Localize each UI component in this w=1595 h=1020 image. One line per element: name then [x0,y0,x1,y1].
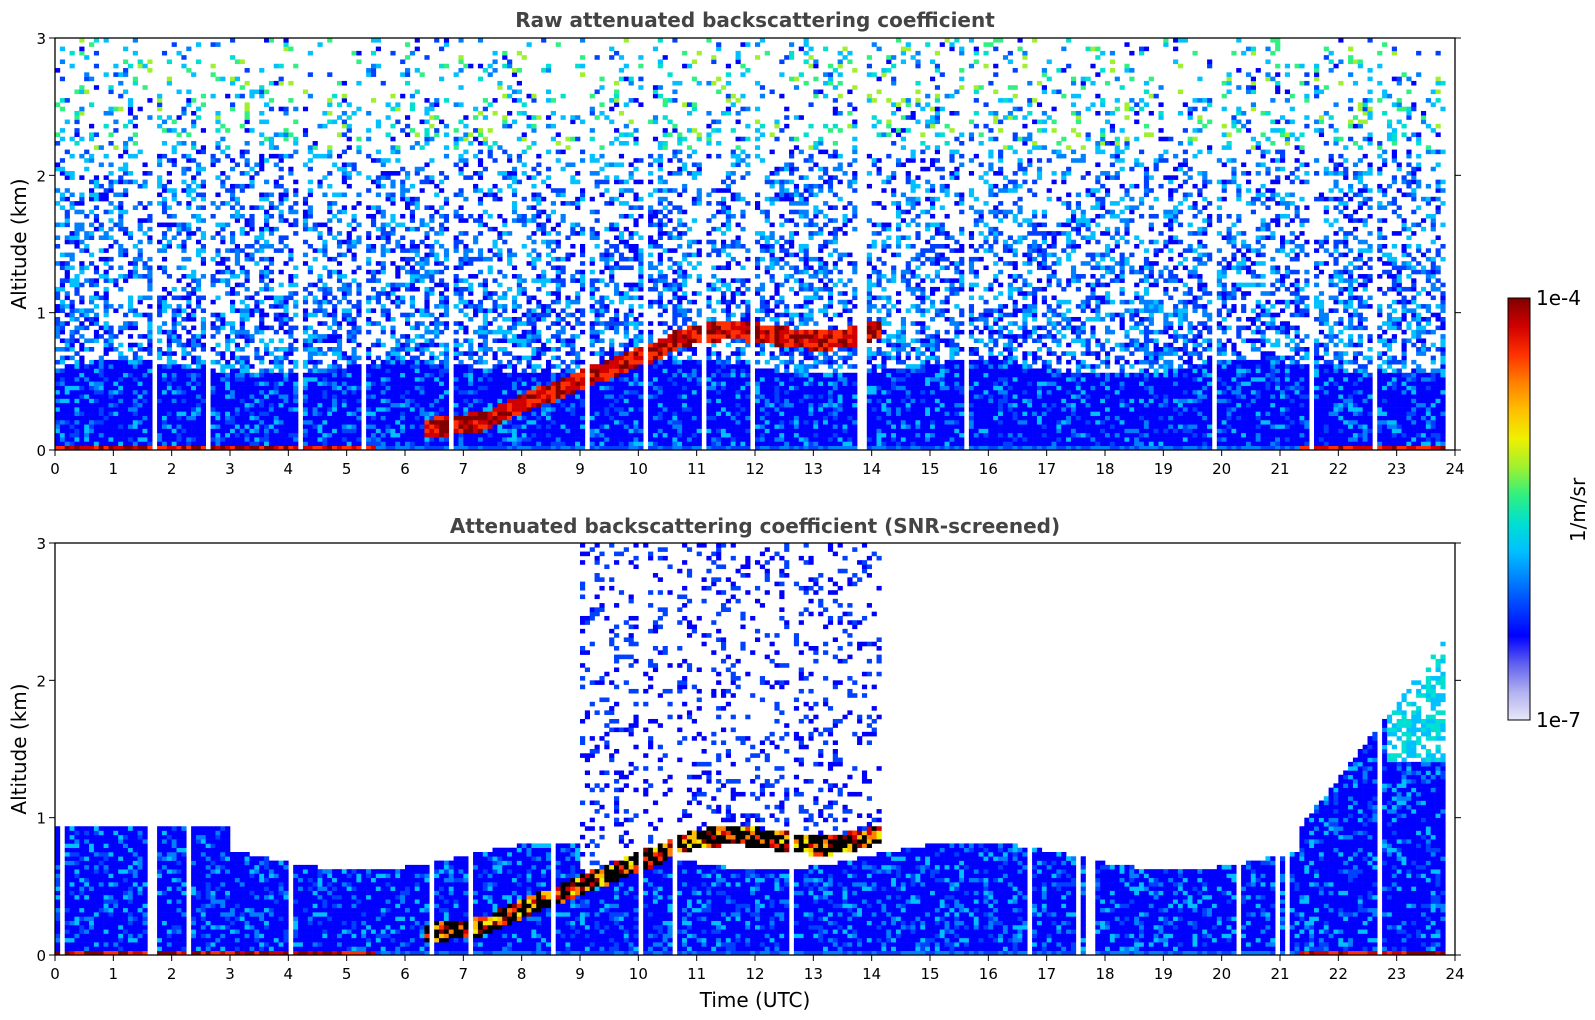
x-tick-label: 14 [862,965,881,983]
x-tick-label: 6 [400,460,410,478]
x-tick-label: 2 [167,965,177,983]
colorbar-units-label: 1/m/sr [1566,477,1590,542]
x-tick-label: 24 [1445,460,1464,478]
bottom-panel: Attenuated backscattering coefficient (S… [7,514,1465,1012]
x-tick-label: 8 [517,460,527,478]
x-tick-label: 6 [400,965,410,983]
x-tick-label: 1 [109,965,119,983]
x-tick-label: 0 [50,965,60,983]
top-y-axis: 0 1 2 3 [36,30,1461,460]
top-heatmap [55,38,1446,450]
colorbar: 1e-4 1e-7 1/m/sr [1507,286,1590,732]
x-tick-label: 22 [1329,460,1348,478]
top-x-axis: 0 1 2 3 4 5 6 7 8 9 10 11 12 13 14 15 16 17 18 19 20 21 22 23 24 [50,450,1465,478]
y-tick-label: 0 [36,947,46,965]
top-y-axis-label: Altitude (km) [7,178,31,309]
x-tick-label: 13 [804,965,823,983]
y-tick-label: 2 [36,672,46,690]
x-tick-label: 11 [687,460,706,478]
x-tick-label: 9 [575,460,585,478]
x-tick-label: 7 [459,460,469,478]
x-tick-label: 10 [629,460,648,478]
x-tick-label: 22 [1329,965,1348,983]
x-tick-label: 11 [687,965,706,983]
y-tick-label: 3 [36,30,46,48]
bottom-panel-title: Attenuated backscattering coefficient (S… [450,514,1060,538]
bottom-y-axis: 0 1 2 3 [36,535,1461,965]
x-tick-label: 20 [1212,460,1231,478]
x-tick-label: 19 [1154,460,1173,478]
x-tick-label: 3 [225,460,235,478]
x-tick-label: 5 [342,965,352,983]
x-tick-label: 9 [575,965,585,983]
x-tick-label: 23 [1387,965,1406,983]
colorbar-gradient [1507,297,1531,721]
colorbar-max-label: 1e-4 [1536,286,1581,310]
bottom-y-axis-label: Altitude (km) [7,683,31,814]
x-tick-label: 5 [342,460,352,478]
colorbar-min-label: 1e-7 [1536,708,1581,732]
bottom-x-axis-label: Time (UTC) [699,988,811,1012]
y-tick-label: 3 [36,535,46,553]
x-tick-label: 18 [1095,965,1114,983]
x-tick-label: 21 [1270,965,1289,983]
x-tick-label: 15 [920,460,939,478]
x-tick-label: 24 [1445,965,1464,983]
x-tick-label: 20 [1212,965,1231,983]
x-tick-label: 16 [979,460,998,478]
x-tick-label: 12 [745,965,764,983]
x-tick-label: 12 [745,460,764,478]
x-tick-label: 18 [1095,460,1114,478]
x-tick-label: 14 [862,460,881,478]
x-tick-label: 2 [167,460,177,478]
x-tick-label: 13 [804,460,823,478]
y-tick-label: 1 [36,305,46,323]
bottom-heatmap [55,543,1446,955]
x-tick-label: 21 [1270,460,1289,478]
x-tick-label: 10 [629,965,648,983]
x-tick-label: 4 [284,460,294,478]
x-tick-label: 3 [225,965,235,983]
x-tick-label: 0 [50,460,60,478]
x-tick-label: 8 [517,965,527,983]
x-tick-label: 23 [1387,460,1406,478]
y-tick-label: 2 [36,167,46,185]
x-tick-label: 19 [1154,965,1173,983]
x-tick-label: 17 [1037,460,1056,478]
y-tick-label: 1 [36,810,46,828]
x-tick-label: 7 [459,965,469,983]
top-panel-title: Raw attenuated backscattering coefficien… [515,8,995,32]
top-panel: Raw attenuated backscattering coefficien… [7,8,1465,478]
x-tick-label: 17 [1037,965,1056,983]
x-tick-label: 4 [284,965,294,983]
x-tick-label: 15 [920,965,939,983]
x-tick-label: 1 [109,460,119,478]
bottom-x-axis: 0 1 2 3 4 5 6 7 8 9 10 11 12 13 14 15 16 17 18 19 20 21 22 23 24 [50,955,1465,983]
x-tick-label: 16 [979,965,998,983]
y-tick-label: 0 [36,442,46,460]
